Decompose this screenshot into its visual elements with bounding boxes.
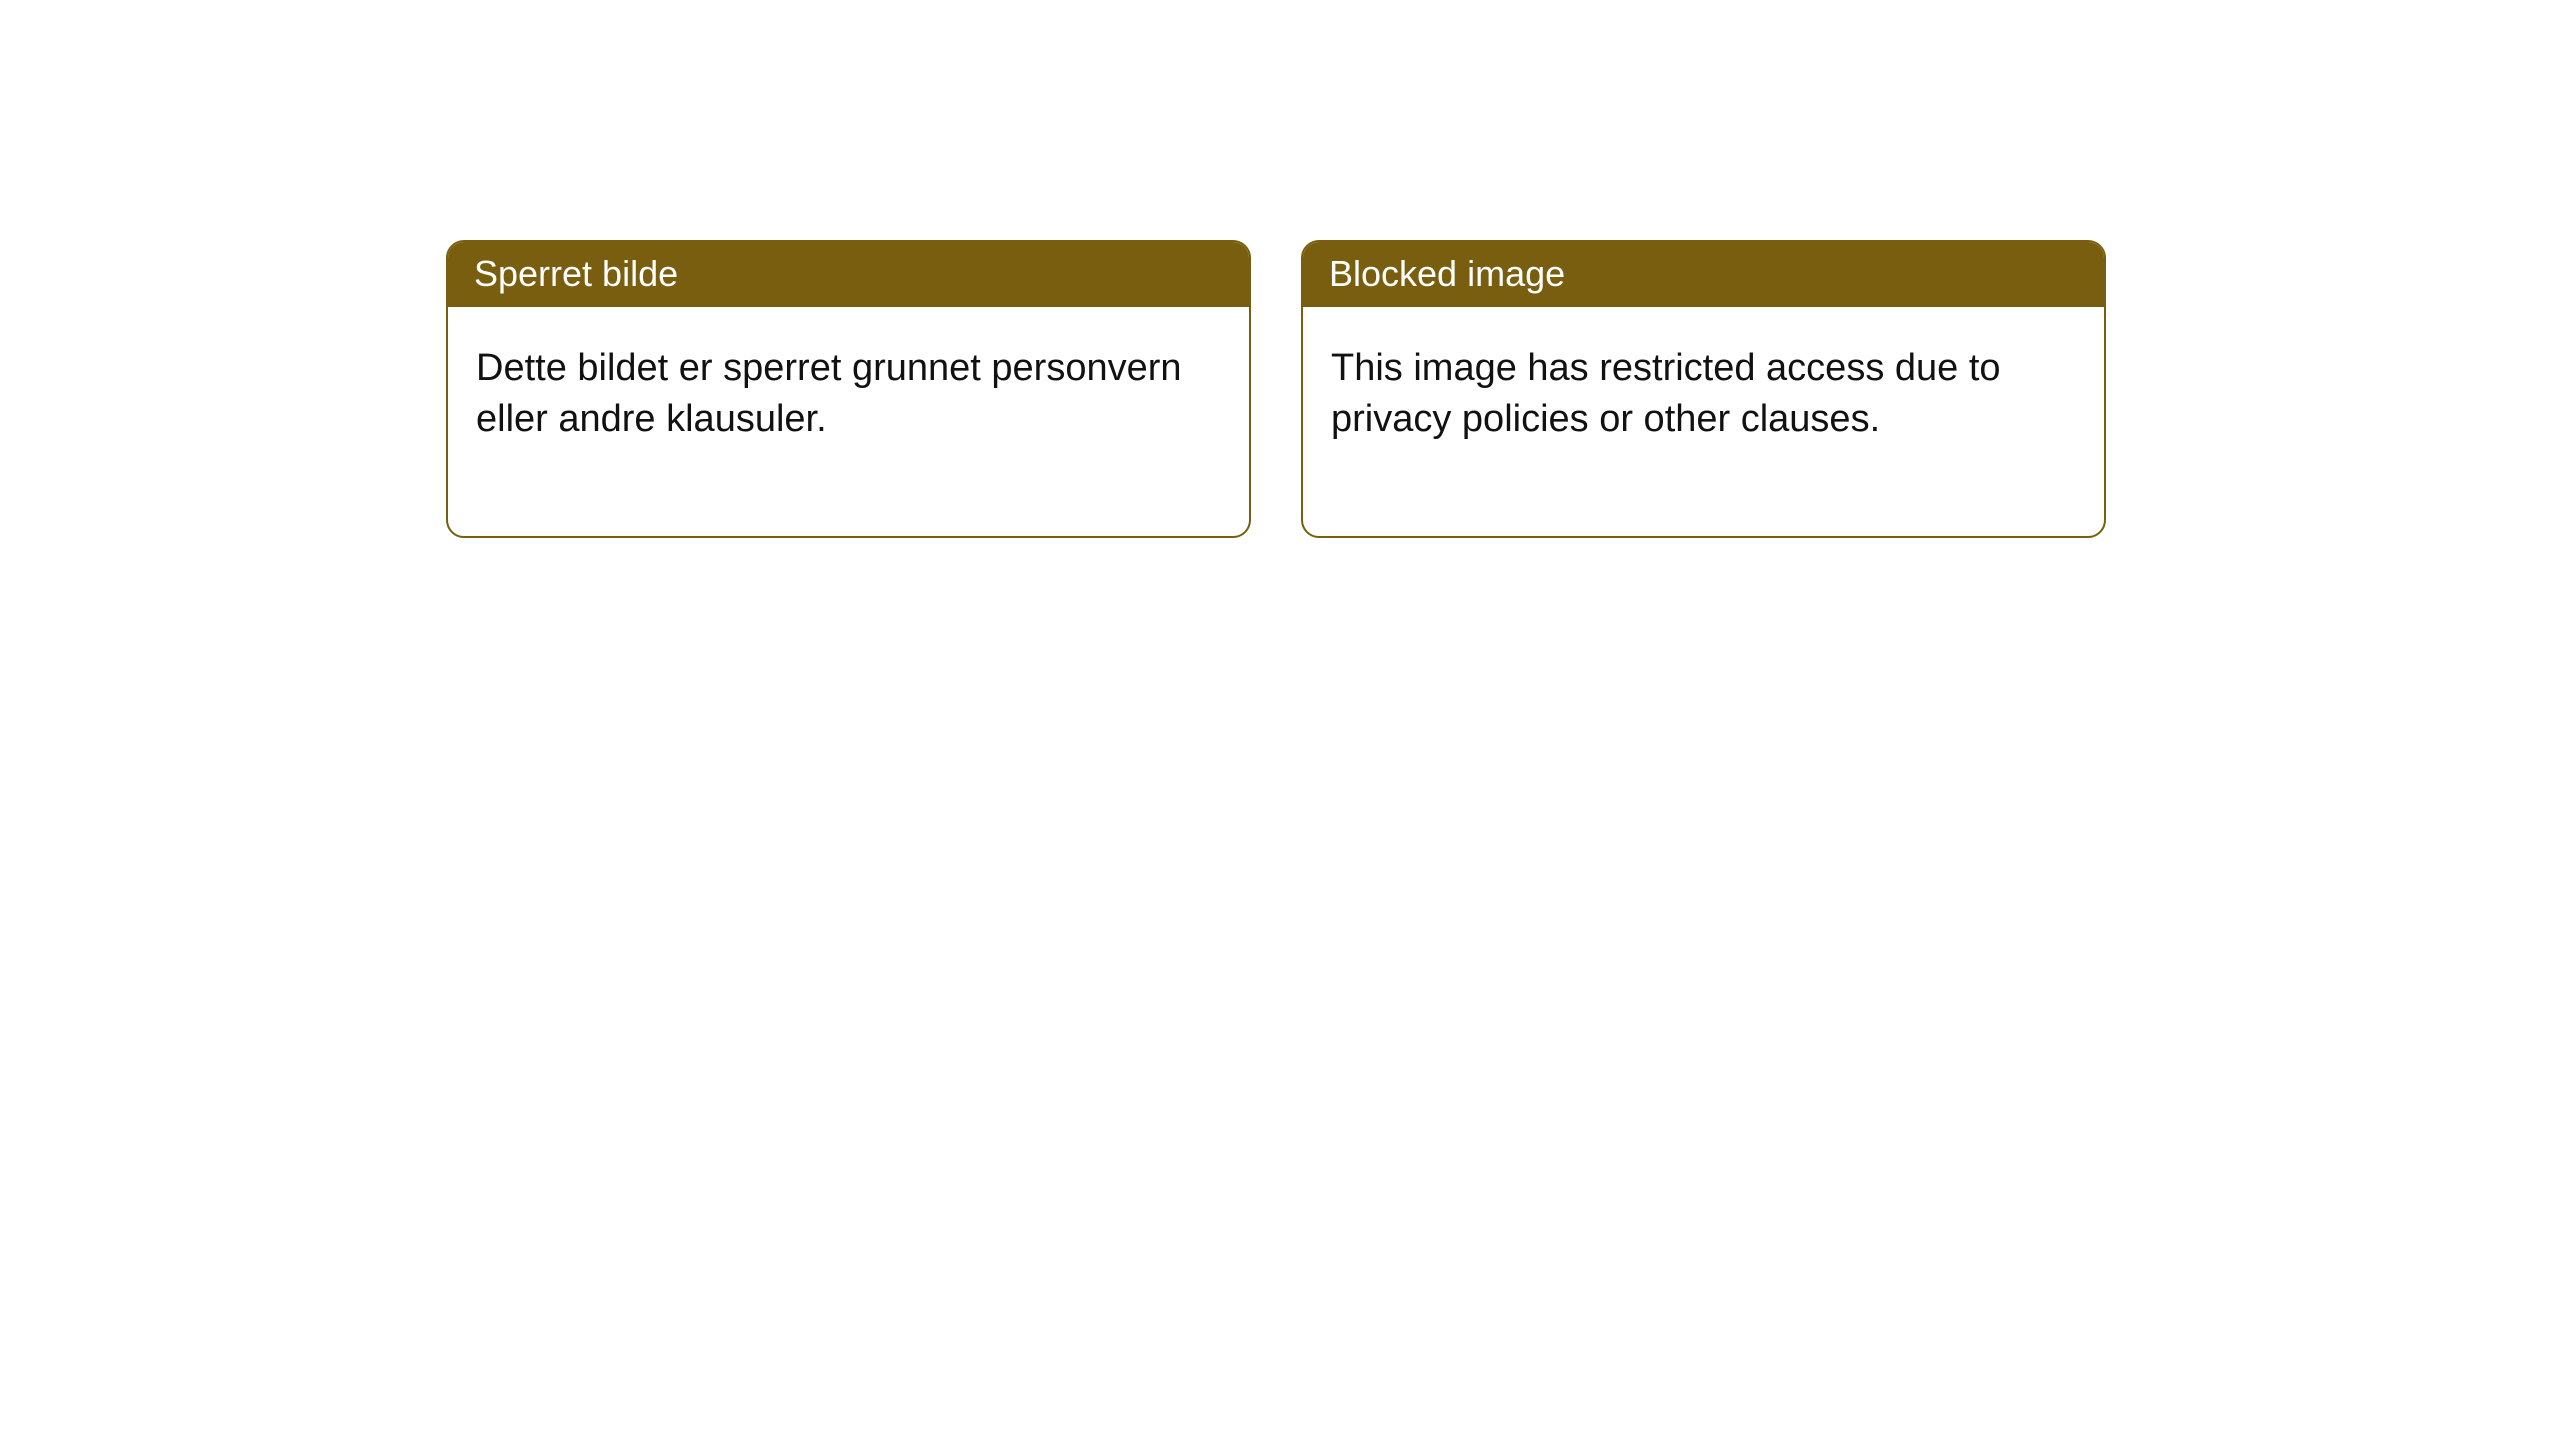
card-body-en: This image has restricted access due to …	[1303, 307, 2104, 488]
blocked-image-card-en: Blocked image This image has restricted …	[1301, 240, 2106, 538]
blocked-image-card-no: Sperret bilde Dette bildet er sperret gr…	[446, 240, 1251, 538]
card-header-en: Blocked image	[1303, 242, 2104, 307]
card-header-no: Sperret bilde	[448, 242, 1249, 307]
notice-container: Sperret bilde Dette bildet er sperret gr…	[0, 0, 2560, 538]
card-body-no: Dette bildet er sperret grunnet personve…	[448, 307, 1249, 536]
